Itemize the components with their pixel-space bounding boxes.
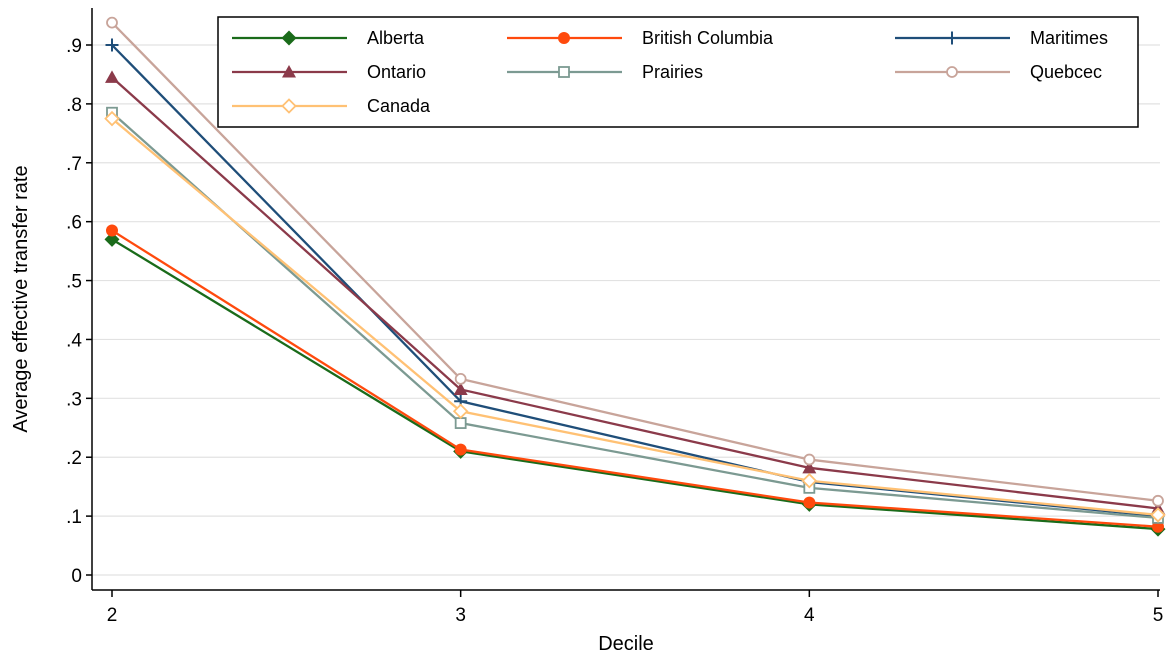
data-point: [106, 224, 118, 237]
series-quebcec: [106, 16, 1164, 507]
x-tick-label: 2: [107, 605, 118, 626]
data-point: [452, 403, 469, 420]
y-tick-label: .5: [66, 272, 82, 293]
series-line: [111, 111, 1159, 520]
legend-label: British Columbia: [642, 28, 774, 48]
legend-label: Maritimes: [1030, 28, 1108, 48]
y-tick-label: .8: [66, 95, 82, 116]
y-tick-label: .9: [66, 36, 82, 57]
data-point: [558, 66, 570, 78]
data-point: [801, 473, 818, 489]
legend-label: Canada: [367, 96, 431, 116]
y-tick-label: .3: [66, 389, 82, 410]
legend: Alberta British Columbia Maritimes Ontario P…: [217, 16, 1139, 128]
data-point: [104, 110, 120, 127]
legend-entry: Maritimes: [895, 28, 1108, 48]
data-point: [106, 16, 118, 29]
data-point: [945, 31, 959, 45]
x-tick-label: 3: [455, 605, 466, 626]
data-point: [282, 65, 296, 78]
legend-entry: Ontario: [232, 62, 426, 82]
x-axis-ticks: 2 3 4 5: [107, 590, 1164, 626]
y-tick-label: 0: [71, 566, 82, 587]
series-line: [111, 21, 1159, 502]
series-line: [111, 117, 1159, 517]
x-tick-label: 4: [804, 605, 815, 626]
data-point: [558, 32, 570, 44]
data-point: [803, 453, 816, 466]
series-ontario: [105, 70, 1165, 514]
series-line: [111, 44, 1159, 518]
legend-entry: Alberta: [232, 28, 425, 48]
data-point: [454, 443, 467, 456]
data-point: [453, 382, 468, 395]
axes: [91, 8, 1160, 591]
legend-entry: Quebcec: [895, 62, 1102, 82]
data-point: [1152, 494, 1164, 507]
legend-label: Prairies: [642, 62, 703, 82]
series-line: [111, 76, 1159, 510]
legend-label: Ontario: [367, 62, 426, 82]
y-axis-title: Average effective transfer rate: [10, 165, 32, 432]
x-tick-label: 5: [1153, 605, 1164, 626]
series-lines: [104, 16, 1166, 537]
data-point: [803, 496, 816, 509]
series-line: [111, 229, 1159, 528]
data-point: [454, 372, 467, 385]
series-prairies: [106, 106, 1164, 524]
legend-entry: British Columbia: [507, 28, 774, 48]
data-point: [802, 460, 817, 474]
data-point: [946, 66, 958, 78]
y-tick-label: .1: [66, 507, 82, 528]
legend-label: Quebcec: [1030, 62, 1102, 82]
series-british-columbia: [106, 224, 1164, 533]
legend-entry: Prairies: [507, 62, 703, 82]
series-canada: [104, 110, 1166, 523]
data-point: [454, 417, 467, 429]
y-tick-label: .4: [66, 330, 82, 351]
y-tick-label: .7: [66, 154, 82, 175]
legend-label: Alberta: [367, 28, 425, 48]
series-line: [111, 238, 1159, 531]
y-axis-ticks: 0 .1 .2 .3 .4 .5 .6 .7 .8 .9: [66, 36, 92, 587]
data-point: [105, 38, 119, 52]
y-tick-label: .2: [66, 448, 82, 469]
data-point: [1150, 507, 1166, 523]
data-point: [281, 30, 297, 46]
legend-entry: Canada: [232, 96, 431, 116]
data-point: [281, 98, 297, 114]
data-point: [105, 70, 119, 83]
x-axis-title: Decile: [598, 633, 654, 655]
data-point: [104, 231, 120, 247]
y-tick-label: .6: [66, 213, 82, 234]
